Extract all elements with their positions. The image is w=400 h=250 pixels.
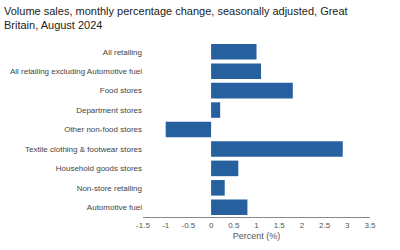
svg-text:1: 1 [254, 221, 259, 230]
svg-text:3.5: 3.5 [364, 221, 376, 230]
svg-text:Volume sales, monthly percenta: Volume sales, monthly percentage change,… [4, 5, 348, 31]
svg-text:Other non-food stores: Other non-food stores [64, 125, 142, 134]
svg-text:-1: -1 [162, 221, 170, 230]
svg-text:Textile clothing & footwear st: Textile clothing & footwear stores [25, 145, 142, 154]
svg-text:All retailing: All retailing [103, 48, 142, 57]
svg-text:3: 3 [345, 221, 350, 230]
svg-text:2.5: 2.5 [319, 221, 331, 230]
svg-text:Percent (%): Percent (%) [233, 231, 281, 241]
svg-text:2: 2 [300, 221, 305, 230]
svg-text:All retailing excluding Automo: All retailing excluding Automotive fuel [10, 67, 142, 76]
svg-text:0.5: 0.5 [228, 221, 240, 230]
svg-text:Department stores: Department stores [76, 106, 142, 115]
svg-text:Non-store retailing: Non-store retailing [77, 184, 142, 193]
svg-text:-1.5: -1.5 [136, 221, 150, 230]
svg-text:Household goods stores: Household goods stores [56, 164, 142, 173]
svg-text:0: 0 [209, 221, 214, 230]
svg-text:1.5: 1.5 [274, 221, 286, 230]
svg-text:-0.5: -0.5 [182, 221, 196, 230]
svg-text:Food stores: Food stores [100, 86, 142, 95]
svg-text:Automotive fuel: Automotive fuel [87, 203, 142, 212]
